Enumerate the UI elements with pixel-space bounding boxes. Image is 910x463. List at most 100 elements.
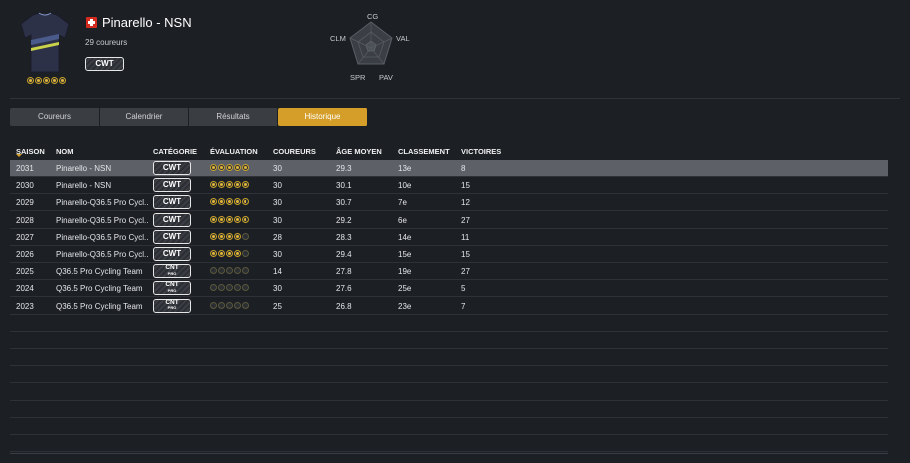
badge-label: CNT <box>165 281 179 289</box>
star-icon <box>218 181 225 189</box>
cell-season: 2023 <box>16 301 34 311</box>
radar-chart: CG VAL PAV SPR CLM <box>330 12 412 84</box>
star-icon <box>210 181 217 189</box>
cell-name: Q36.5 Pro Cycling Team <box>56 267 143 277</box>
cell-riders: 25 <box>273 301 282 311</box>
cell-average-age: 26.8 <box>336 301 352 311</box>
star-icon <box>210 250 217 257</box>
tab-coureurs[interactable]: Coureurs <box>10 108 100 126</box>
empty-table-row <box>10 435 888 453</box>
cell-wins: 27 <box>461 267 470 277</box>
radar-shape <box>349 21 393 65</box>
table-row[interactable]: 2026 Pinarello-Q36.5 Pro Cycl.. CWT 30 29.4 1… <box>10 246 888 263</box>
empty-table-row <box>10 366 888 384</box>
star-icon <box>234 284 241 292</box>
star-icon <box>210 198 217 206</box>
badge-sublabel: PRO <box>167 305 177 311</box>
rating-stars <box>210 250 249 257</box>
cell-season: 2026 <box>16 250 34 259</box>
cell-name: Pinarello - NSN <box>56 181 112 191</box>
badge-label: CWT <box>162 214 182 224</box>
cell-average-age: 28.3 <box>336 232 352 242</box>
star-icon <box>234 267 241 275</box>
star-icon <box>226 301 233 309</box>
col-header-categorie[interactable]: CATÉGORIE <box>153 147 198 156</box>
table-row[interactable]: 2027 Pinarello-Q36.5 Pro Cycl.. CWT 28 28.3 1… <box>10 229 888 246</box>
star-icon <box>218 164 225 171</box>
radar-label-cg: CG <box>367 12 379 21</box>
cell-wins: 27 <box>461 215 470 225</box>
table-row[interactable]: 2029 Pinarello-Q36.5 Pro Cycl.. CWT 30 30.7 7… <box>10 194 888 212</box>
category-badge: CWT <box>153 195 191 210</box>
cell-riders: 30 <box>273 198 282 208</box>
star-icon <box>234 232 241 240</box>
star-icon <box>210 215 217 223</box>
cell-name: Pinarello-Q36.5 Pro Cycl.. <box>56 232 149 242</box>
sort-desc-icon <box>16 154 22 157</box>
star-icon <box>210 301 217 309</box>
badge-label: CWT <box>162 197 182 207</box>
star-icon <box>51 77 58 84</box>
tab-resultats[interactable]: Résultats <box>189 108 278 126</box>
team-rating-stars <box>27 77 66 84</box>
cell-wins: 12 <box>461 198 470 208</box>
col-header-evaluation[interactable]: ÉVALUATION <box>210 147 258 156</box>
tab-calendrier[interactable]: Calendrier <box>100 108 189 126</box>
badge-sublabel: PRO <box>167 287 177 293</box>
star-icon <box>234 301 241 309</box>
cell-average-age: 30.1 <box>336 181 352 191</box>
col-header-classement[interactable]: CLASSEMENT <box>398 147 450 156</box>
cell-season: 2031 <box>16 164 34 173</box>
radar-label-pav: PAV <box>379 73 393 82</box>
category-badge: CNT PRO <box>153 298 191 313</box>
col-header-nom[interactable]: NOM <box>56 147 74 156</box>
cell-riders: 14 <box>273 267 282 277</box>
star-icon <box>242 181 249 189</box>
star-icon <box>218 232 225 240</box>
cell-ranking: 6e <box>398 215 407 225</box>
badge-sublabel: PRO <box>167 270 177 276</box>
cell-average-age: 27.8 <box>336 267 352 277</box>
table-row[interactable]: 2030 Pinarello - NSN CWT 30 30.1 10e 15 <box>10 177 888 195</box>
col-header-victoires[interactable]: VICTOIRES <box>461 147 502 156</box>
category-badge: CWT <box>153 212 191 227</box>
col-header-saison[interactable]: SAISON <box>16 147 45 156</box>
cell-ranking: 25e <box>398 284 412 294</box>
radar-label-clm: CLM <box>330 34 346 43</box>
table-row[interactable]: 2023 Q36.5 Pro Cycling Team CNT PRO 25 26.8 23… <box>10 298 888 315</box>
star-icon <box>226 250 233 257</box>
cell-ranking: 19e <box>398 267 412 277</box>
star-icon <box>226 215 233 223</box>
cell-riders: 30 <box>273 215 282 225</box>
star-icon <box>242 267 249 275</box>
star-icon <box>226 181 233 189</box>
table-row[interactable]: 2031 Pinarello - NSN CWT 30 29.3 13e 8 <box>10 160 888 177</box>
tab-bar: Coureurs Calendrier Résultats Historique <box>10 108 368 126</box>
star-icon <box>234 215 241 223</box>
cell-riders: 30 <box>273 284 282 294</box>
empty-table-row <box>10 418 888 435</box>
table-row[interactable]: 2024 Q36.5 Pro Cycling Team CNT PRO 30 27.6 25… <box>10 280 888 298</box>
empty-table-row <box>10 349 888 367</box>
cell-name: Pinarello-Q36.5 Pro Cycl.. <box>56 215 149 225</box>
tab-historique[interactable]: Historique <box>278 108 368 126</box>
col-header-age-moyen[interactable]: ÂGE MOYEN <box>336 147 382 156</box>
table-row[interactable]: 2025 Q36.5 Pro Cycling Team CNT PRO 14 27.8 19… <box>10 263 888 281</box>
col-header-coureurs[interactable]: COUREURS <box>273 147 316 156</box>
empty-table-row <box>10 401 888 418</box>
cell-riders: 28 <box>273 232 282 242</box>
star-icon <box>226 164 233 171</box>
category-badge: CWT <box>153 161 191 175</box>
star-icon <box>242 164 249 171</box>
badge-label: CNT <box>165 298 179 306</box>
category-badge: CWT <box>153 247 191 261</box>
cell-ranking: 10e <box>398 181 412 191</box>
badge-label: CNT <box>165 264 179 272</box>
cell-riders: 30 <box>273 164 282 173</box>
star-icon <box>218 301 225 309</box>
radar-label-val: VAL <box>396 34 410 43</box>
rating-stars <box>210 301 249 309</box>
radar-label-spr: SPR <box>350 73 366 82</box>
cell-name: Q36.5 Pro Cycling Team <box>56 284 143 294</box>
table-row[interactable]: 2028 Pinarello-Q36.5 Pro Cycl.. CWT 30 29.2 6… <box>10 212 888 229</box>
